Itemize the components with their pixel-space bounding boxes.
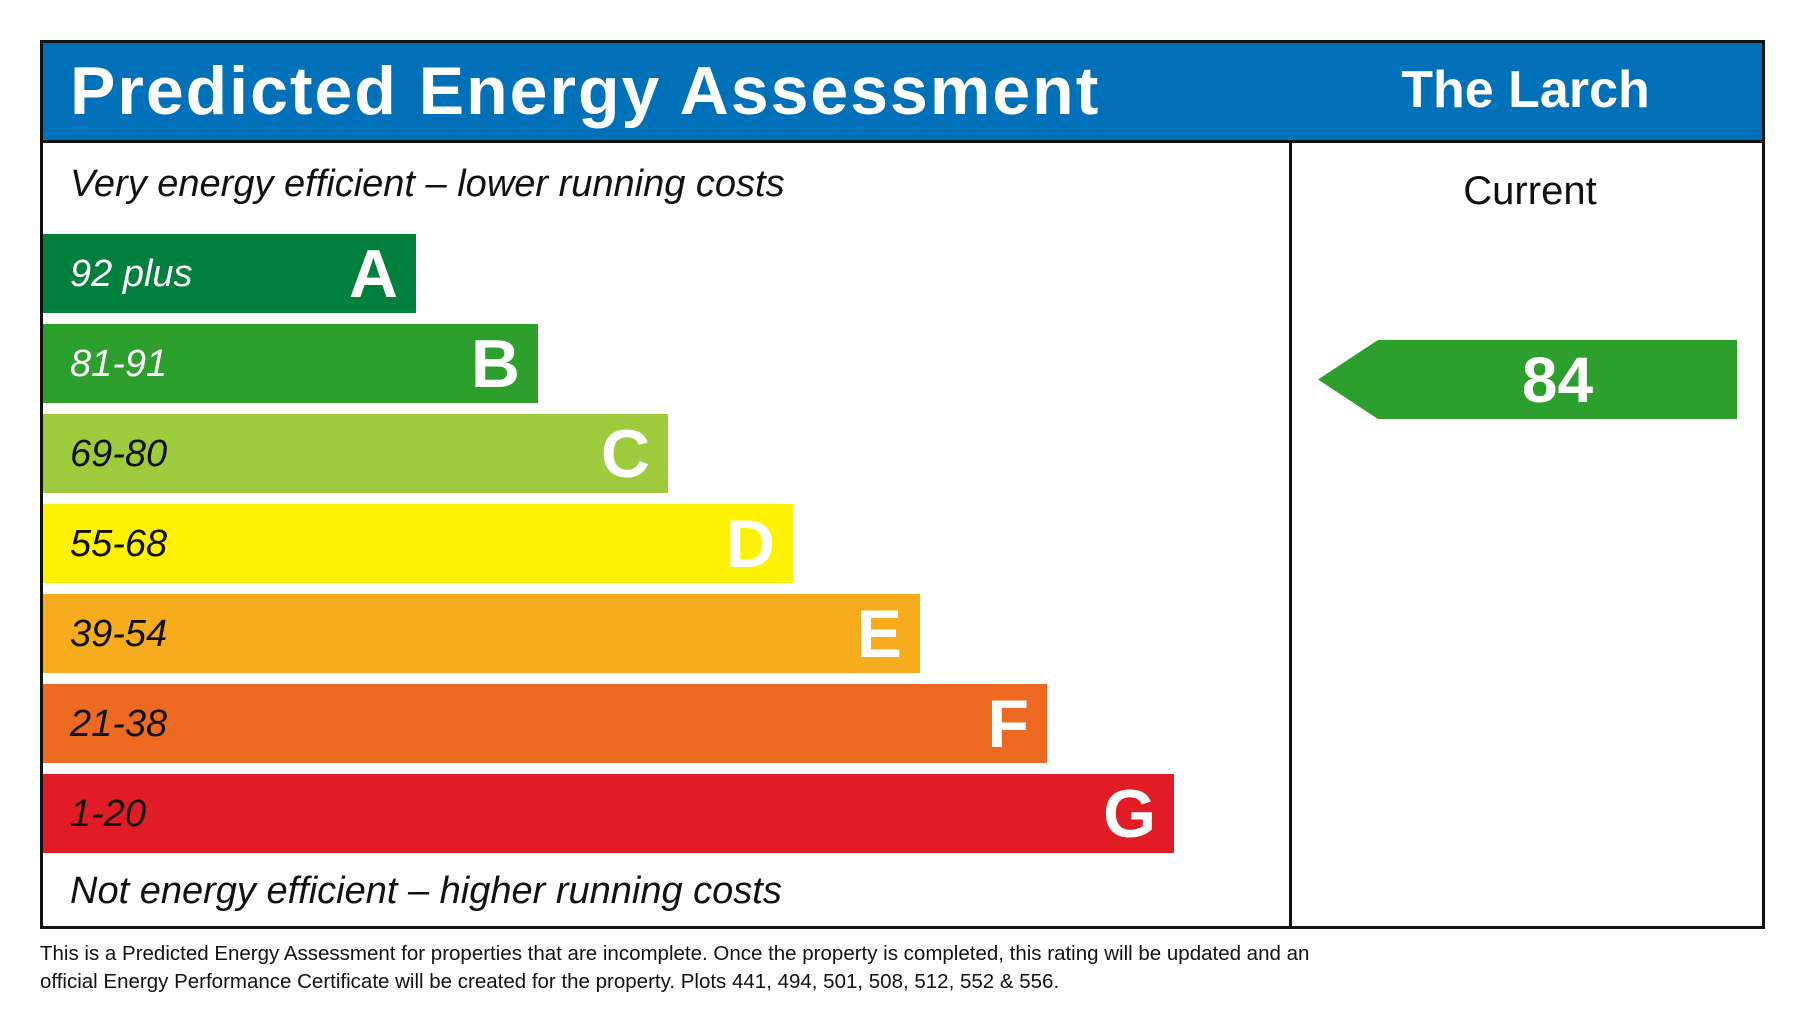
header-bar: Predicted Energy Assessment The Larch [43, 43, 1762, 143]
band-range: 39-54 [70, 613, 168, 655]
band-range: 21-38 [70, 703, 168, 745]
column-divider [1289, 143, 1292, 926]
footer-line-2: official Energy Performance Certificate … [40, 970, 1060, 993]
band-range: 92 plus [70, 253, 193, 295]
current-label: Current [1463, 169, 1597, 213]
energy-rating-panel: Predicted Energy Assessment The Larch Ve… [40, 40, 1765, 929]
band-letter: A [348, 236, 398, 312]
band-g: 1-20 G [43, 774, 1174, 853]
property-name: The Larch [1401, 61, 1650, 119]
bottom-note: Not energy efficient – higher running co… [70, 870, 782, 912]
current-rating-value: 84 [1521, 344, 1594, 416]
footer-note: This is a Predicted Energy Assessment fo… [40, 940, 1540, 996]
band-b: 81-91 B [43, 324, 538, 403]
band-letter: C [600, 416, 650, 492]
band-letter: B [470, 326, 520, 402]
footer-line-1: This is a Predicted Energy Assessment fo… [40, 942, 1310, 965]
band-e: 39-54 E [43, 594, 920, 673]
band-range: 81-91 [70, 343, 168, 385]
current-rating-arrow [1318, 340, 1737, 419]
band-range: 1-20 [70, 793, 147, 835]
band-d: 55-68 D [43, 504, 793, 583]
band-letter: E [856, 596, 902, 672]
band-range: 69-80 [70, 433, 168, 475]
band-f: 21-38 F [43, 684, 1047, 763]
top-note: Very energy efficient – lower running co… [70, 163, 785, 205]
page-title: Predicted Energy Assessment [70, 53, 1101, 129]
band-letter: F [987, 686, 1029, 762]
band-range: 55-68 [70, 523, 168, 565]
band-letter: D [725, 506, 775, 582]
band-letter: G [1103, 776, 1156, 852]
band-c: 69-80 C [43, 414, 668, 493]
band-a: 92 plus A [43, 234, 416, 313]
